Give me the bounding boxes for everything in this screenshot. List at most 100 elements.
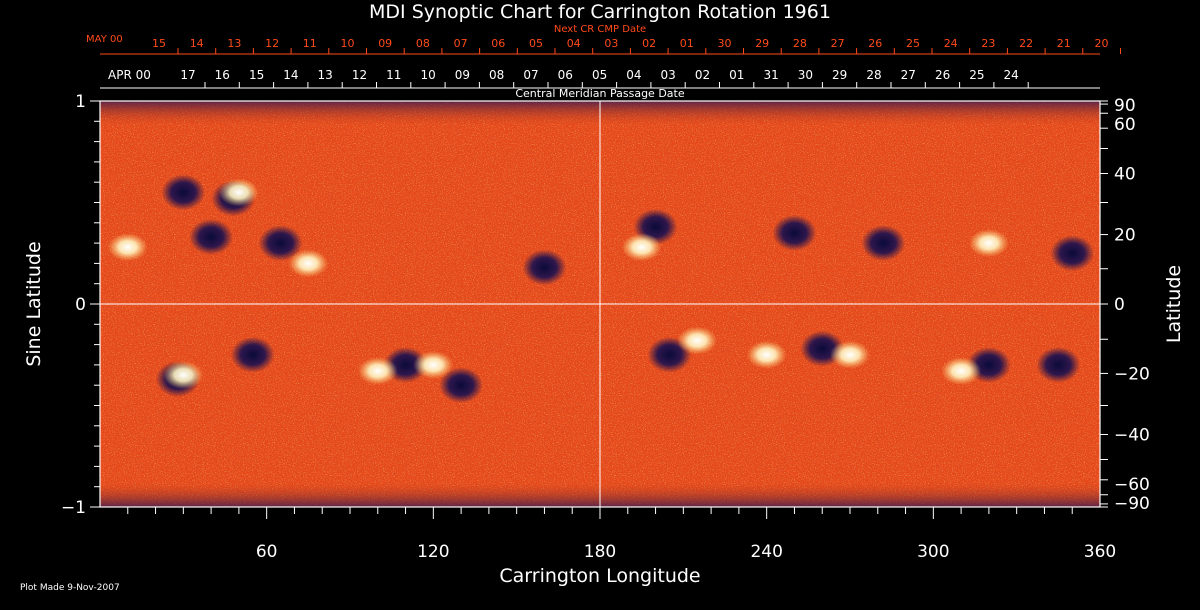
x-tick-label: 120 [417, 542, 449, 562]
next-cr-date-label: 29 [755, 37, 769, 50]
next-cr-date-label: 08 [416, 37, 430, 50]
y-right-tick-label: −60 [1114, 475, 1150, 495]
y-left-tick-label: 1 [75, 92, 86, 112]
y-axis-label-right: Latitude [1163, 265, 1185, 343]
cmp-date-label: 28 [866, 68, 881, 82]
active-region-negative [522, 249, 567, 286]
x-tick-label: 240 [750, 542, 782, 562]
next-cr-date-label: 03 [604, 37, 618, 50]
cmp-date-label: 03 [661, 68, 676, 82]
cmp-date-label: 29 [832, 68, 847, 82]
active-region-positive [677, 326, 718, 355]
y-right-tick-label: 40 [1114, 165, 1136, 185]
active-region-negative [772, 214, 817, 251]
next-cr-date-label: 28 [793, 37, 807, 50]
next-cr-date-label: 21 [1057, 37, 1071, 50]
cmp-date-label: 13 [318, 68, 333, 82]
next-cr-date-label: 14 [190, 37, 204, 50]
y-right-tick-label: 0 [1114, 295, 1125, 315]
cmp-date-label: 12 [352, 68, 367, 82]
cmp-date-label: 24 [1004, 68, 1019, 82]
cmp-date-label: 27 [901, 68, 916, 82]
cmp-date-label: 05 [592, 68, 607, 82]
cmp-axis-label: Central Meridian Passage Date [515, 87, 684, 100]
cmp-date-label: 31 [763, 68, 778, 82]
cmp-month-label: APR 00 [108, 68, 151, 82]
cmp-date-label: 08 [489, 68, 504, 82]
next-cr-date-label: 04 [567, 37, 581, 50]
next-cr-date-label: 25 [906, 37, 920, 50]
next-cr-date-label: 27 [831, 37, 845, 50]
active-region-negative [189, 219, 234, 256]
active-region-positive [218, 178, 259, 207]
y-right-tick-label: 60 [1114, 115, 1136, 135]
cmp-date-label: 11 [386, 68, 401, 82]
next-cr-date-label: 10 [341, 37, 355, 50]
next-cr-date-label: 22 [1019, 37, 1033, 50]
cmp-date-label: 10 [420, 68, 435, 82]
x-tick-label: 300 [917, 542, 949, 562]
next-cr-date-label: 24 [944, 37, 958, 50]
cmp-date-label: 16 [215, 68, 230, 82]
next-cr-date-label: 13 [227, 37, 241, 50]
active-region-positive [288, 249, 329, 278]
x-tick-label: 180 [584, 542, 616, 562]
cmp-date-label: 14 [283, 68, 298, 82]
next-cr-date-label: 09 [378, 37, 392, 50]
next-cr-date-label: 06 [491, 37, 505, 50]
active-region-negative [439, 367, 484, 404]
y-right-tick-label: −20 [1114, 364, 1150, 384]
next-cr-date-label: 11 [303, 37, 317, 50]
y-axis-label-left: Sine Latitude [23, 241, 45, 366]
next-cr-date-label: 15 [152, 37, 166, 50]
cmp-date-label: 04 [626, 68, 641, 82]
x-tick-label: 360 [1084, 542, 1116, 562]
x-axis-label: Carrington Longitude [499, 565, 700, 587]
next-cr-date-label: 07 [454, 37, 468, 50]
active-region-positive [163, 361, 204, 390]
active-region-positive [746, 340, 787, 369]
next-cr-date-label: 01 [680, 37, 694, 50]
active-region-negative [230, 336, 275, 373]
active-region-negative [861, 225, 906, 262]
cmp-date-label: 15 [249, 68, 264, 82]
y-left-tick-label: −1 [61, 498, 86, 518]
next-cr-date-label: 30 [718, 37, 732, 50]
plot-made-label: Plot Made 9-Nov-2007 [20, 583, 120, 593]
chart-title: MDI Synoptic Chart for Carrington Rotati… [369, 1, 831, 23]
cmp-date-label: 25 [969, 68, 984, 82]
active-region-positive [621, 233, 662, 262]
next-cr-date-label: 26 [868, 37, 882, 50]
active-region-positive [413, 350, 454, 379]
next-cr-month-label: MAY 00 [86, 34, 123, 45]
y-right-tick-label: −90 [1114, 494, 1150, 514]
next-cr-date-label: 23 [981, 37, 995, 50]
active-region-negative [161, 174, 206, 211]
active-region-positive [968, 229, 1009, 258]
next-cr-date-label: 02 [642, 37, 656, 50]
y-right-tick-label: −40 [1114, 425, 1150, 445]
active-region-positive [357, 356, 398, 385]
next-cr-date-label: 05 [529, 37, 543, 50]
cmp-date-label: 02 [695, 68, 710, 82]
cmp-date-label: 30 [798, 68, 813, 82]
active-region-negative [1050, 235, 1095, 272]
y-right-tick-label: 20 [1114, 226, 1136, 246]
active-region-negative [258, 225, 303, 262]
cmp-date-label: 06 [558, 68, 573, 82]
x-tick-label: 60 [256, 542, 278, 562]
active-region-positive [107, 233, 148, 262]
cmp-date-label: 01 [729, 68, 744, 82]
next-cr-date-label: 12 [265, 37, 279, 50]
y-right-tick-label: 90 [1114, 96, 1136, 116]
cmp-date-label: 26 [935, 68, 950, 82]
next-cr-date-label: 20 [1095, 37, 1109, 50]
cmp-date-label: 17 [180, 68, 195, 82]
cmp-date-label: 09 [455, 68, 470, 82]
active-region-positive [830, 340, 870, 369]
cmp-date-label: 07 [523, 68, 538, 82]
active-region-negative [1036, 346, 1081, 383]
active-region-positive [941, 356, 982, 385]
next-cr-axis-label: Next CR CMP Date [554, 24, 646, 35]
